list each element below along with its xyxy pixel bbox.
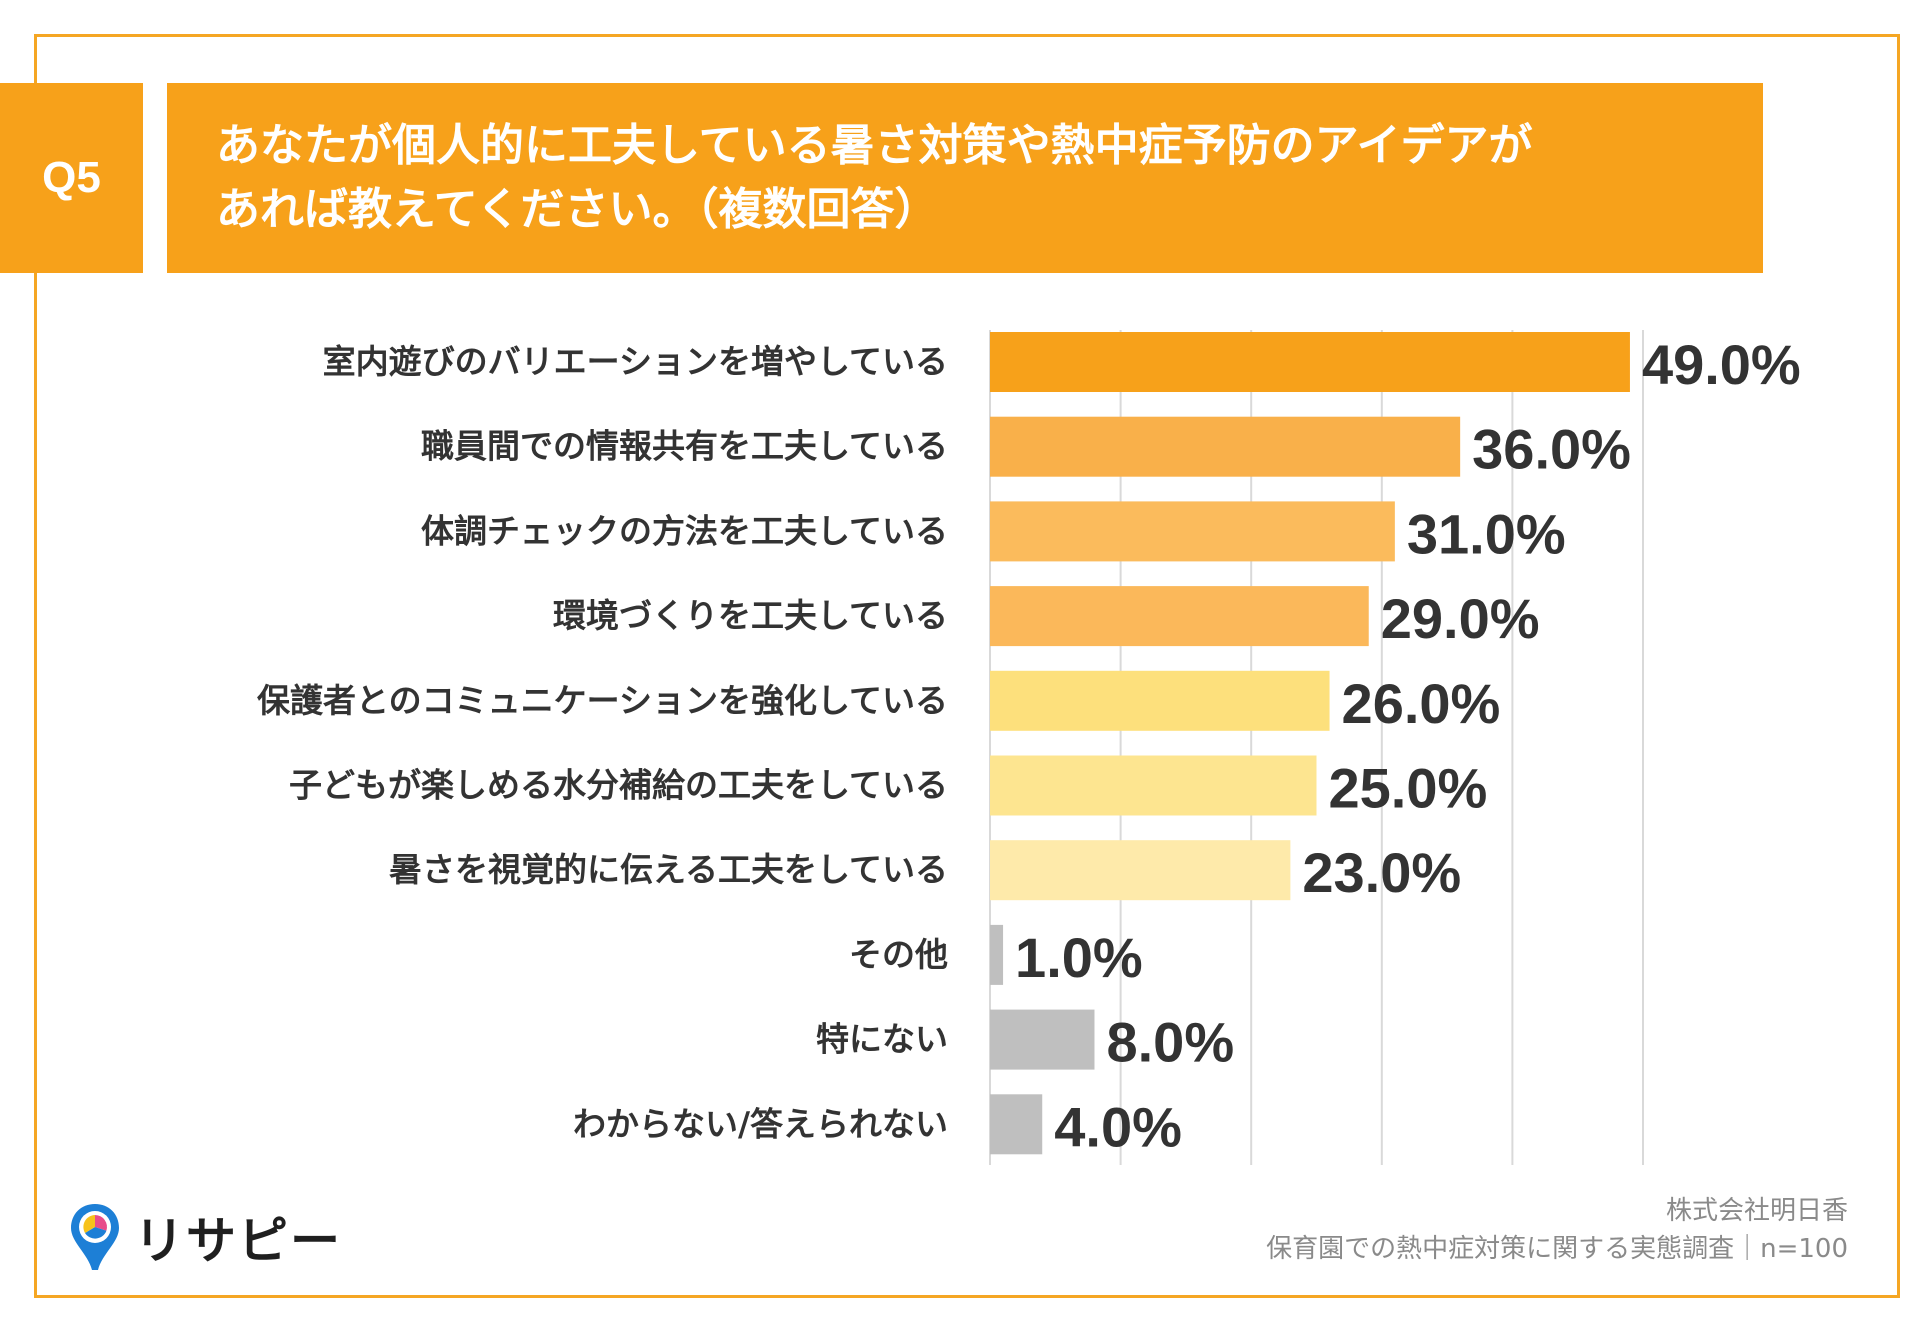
value-label-2: 36.0% bbox=[1472, 418, 1631, 481]
value-label-4: 29.0% bbox=[1381, 587, 1540, 650]
category-label-7: 暑さを視覚的に伝える工夫をしている bbox=[389, 850, 948, 889]
footer-credit: 株式会社明日香 保育園での熱中症対策に関する実態調査｜n=100 bbox=[1266, 1192, 1848, 1268]
value-label-1: 49.0% bbox=[1642, 333, 1801, 396]
bar-5 bbox=[990, 670, 1330, 731]
value-label-10: 4.0% bbox=[1054, 1095, 1182, 1158]
question-badge: Q5 bbox=[0, 83, 143, 273]
category-label-4: 環境づくりを工夫している bbox=[553, 596, 948, 635]
chart-frame bbox=[34, 34, 1900, 1298]
question-title-line-1: あなたが個人的に工夫している暑さ対策や熱中症予防のアイデアが bbox=[216, 120, 1533, 171]
map-pin-pie-icon bbox=[71, 1204, 119, 1270]
footer-company: 株式会社明日香 bbox=[1665, 1196, 1848, 1226]
question-title-line-2: あれば教えてください。（複数回答） bbox=[216, 184, 939, 235]
bar-6 bbox=[990, 755, 1317, 816]
bar-9 bbox=[990, 1009, 1095, 1070]
bar-2 bbox=[990, 416, 1461, 477]
bar-7 bbox=[990, 840, 1291, 901]
value-label-6: 25.0% bbox=[1329, 757, 1488, 820]
bar-4 bbox=[990, 586, 1369, 647]
value-label-5: 26.0% bbox=[1342, 672, 1501, 735]
value-label-8: 1.0% bbox=[1015, 926, 1143, 989]
footer-survey: 保育園での熱中症対策に関する実態調査｜n=100 bbox=[1266, 1234, 1848, 1264]
category-label-8: その他 bbox=[849, 935, 948, 974]
category-label-1: 室内遊びのバリエーションを増やしている bbox=[323, 342, 948, 381]
bar-10 bbox=[990, 1094, 1043, 1155]
category-label-6: 子どもが楽しめる水分補給の工夫をしている bbox=[289, 766, 948, 805]
bar-8 bbox=[990, 924, 1004, 985]
value-label-9: 8.0% bbox=[1106, 1011, 1234, 1074]
question-title: あなたが個人的に工夫している暑さ対策や熱中症予防のアイデアが あれば教えてくださ… bbox=[167, 83, 1763, 273]
category-label-5: 保護者とのコミュニケーションを強化している bbox=[257, 681, 948, 720]
brand-logo-text: リサピー bbox=[134, 1212, 342, 1270]
bar-3 bbox=[990, 501, 1395, 562]
category-label-2: 職員間での情報共有を工夫している bbox=[421, 427, 948, 466]
category-label-3: 体調チェックの方法を工夫している bbox=[421, 511, 948, 550]
value-label-3: 31.0% bbox=[1407, 502, 1566, 565]
value-label-7: 23.0% bbox=[1302, 841, 1461, 904]
category-label-10: わからない/答えられない bbox=[573, 1104, 948, 1143]
category-label-9: 特にない bbox=[816, 1020, 948, 1059]
brand-logo: リサピー bbox=[68, 1202, 342, 1272]
bar-1 bbox=[990, 332, 1630, 392]
